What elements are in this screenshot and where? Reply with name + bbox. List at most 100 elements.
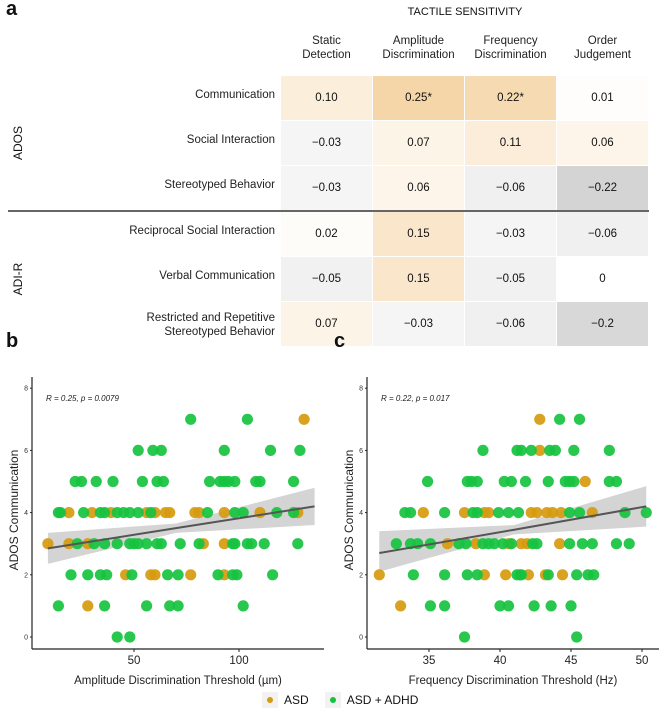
data-point-asd-adhd (439, 569, 451, 581)
data-point-asd-adhd (237, 600, 249, 612)
y-tick-label: 2 (359, 572, 363, 579)
data-point-asd-adhd (407, 569, 419, 581)
row-label: Verbal Communication (159, 269, 275, 282)
data-point-asd-adhd (229, 538, 241, 550)
data-point-asd-adhd (623, 538, 635, 550)
heatmap-cell: 0.15 (373, 257, 464, 301)
data-point-asd-adhd (155, 444, 167, 456)
data-point-asd (579, 475, 591, 488)
data-point-asd-adhd (502, 506, 515, 519)
data-point-asd-adhd (141, 600, 153, 612)
correlation-annotation: R = 0.22, p = 0.017 (381, 394, 450, 403)
y-tick-label: 4 (359, 510, 363, 517)
data-point-asd-adhd (52, 600, 64, 612)
data-point-asd (86, 506, 98, 519)
data-point-asd-adhd (201, 506, 214, 519)
data-point-asd (500, 569, 512, 581)
data-point-asd-adhd (497, 538, 509, 550)
legend-label-asd: ASD (284, 693, 309, 707)
heatmap-cell: −0.03 (373, 302, 464, 346)
heatmap-cell: 0.01 (557, 76, 648, 120)
data-point-asd (531, 506, 543, 519)
data-point-asd-adhd (603, 444, 615, 456)
data-point-asd-adhd (554, 413, 566, 425)
heatmap-title: TACTILE SENSITIVITY (407, 6, 523, 18)
legend-swatch-asd-adhd (324, 692, 341, 708)
data-point-asd-adhd (132, 506, 144, 519)
data-point-asd-adhd (212, 569, 224, 581)
data-point-asd-adhd (492, 506, 505, 519)
data-point-asd-adhd (237, 506, 249, 519)
data-point-asd-adhd (193, 538, 205, 550)
data-point-asd-adhd (515, 569, 527, 581)
column-header: Frequency Discrimination (474, 35, 547, 61)
data-point-asd-adhd (424, 600, 437, 612)
data-point-asd-adhd (162, 569, 174, 581)
data-point-asd-adhd (124, 631, 136, 643)
data-point-asd-adhd (258, 538, 270, 550)
data-point-asd (42, 538, 54, 550)
y-tick-label: 0 (359, 635, 363, 642)
row-label: Stereotyped Behavior (164, 178, 275, 191)
row-label: Communication (195, 88, 275, 101)
data-point-asd-adhd (141, 538, 153, 550)
data-point-asd-adhd (404, 506, 417, 519)
row-label: Restricted and Repetitive Stereotyped Be… (146, 311, 275, 338)
data-point-asd (534, 413, 546, 425)
data-point-asd (193, 506, 205, 519)
data-point-asd-adhd (471, 569, 483, 581)
data-point-asd-adhd (174, 538, 186, 550)
group-divider (8, 210, 649, 212)
data-point-asd-adhd (99, 600, 111, 612)
data-point-asd-adhd (568, 475, 580, 488)
row-label: Social Interaction (186, 133, 275, 146)
column-header: Amplitude Discrimination (382, 35, 455, 61)
data-point-asd-adhd (155, 538, 167, 550)
data-point-asd-adhd (640, 506, 652, 519)
heatmap-cell: −0.2 (557, 302, 648, 346)
data-point-asd-adhd (172, 600, 184, 612)
panel-label-b: b (6, 330, 19, 352)
data-point-asd (483, 506, 495, 519)
data-point-asd (546, 506, 559, 519)
data-point-asd-adhd (124, 506, 136, 519)
data-point-asd-adhd (231, 569, 243, 581)
data-point-asd-adhd (390, 538, 402, 550)
data-point-asd-adhd (573, 506, 586, 519)
data-point-asd-adhd (147, 444, 159, 456)
x-tick-label: 40 (494, 655, 507, 667)
data-point-asd-adhd (126, 569, 138, 581)
data-point-asd-adhd (132, 538, 144, 550)
data-point-asd-adhd (505, 538, 517, 550)
x-axis-title: Amplitude Discrimination Threshold (µm) (74, 675, 282, 687)
heatmap-cell: −0.05 (281, 257, 372, 301)
heatmap-cell: 0.11 (465, 121, 556, 165)
data-point-asd-adhd (439, 600, 451, 612)
data-point-asd-adhd (610, 475, 623, 488)
data-point-asd-adhd (549, 444, 561, 456)
data-point-asd-adhd (505, 475, 517, 488)
x-axis-title: Frequency Discrimination Threshold (Hz) (409, 675, 618, 687)
heatmap-cell: 0.15 (373, 212, 464, 256)
heatmap-cell: 0.07 (281, 302, 372, 346)
data-point-asd-adhd (519, 475, 532, 488)
data-point-asd-adhd (458, 631, 471, 643)
confidence-band (379, 486, 647, 572)
data-point-asd (164, 506, 176, 519)
data-point-asd (218, 538, 230, 550)
data-point-asd-adhd (99, 506, 111, 519)
data-point-asd (298, 413, 310, 425)
x-tick-label: 35 (423, 655, 436, 667)
data-point-asd-adhd (229, 506, 241, 519)
data-point-asd-adhd (241, 413, 253, 425)
data-point-asd-adhd (563, 506, 576, 519)
data-point-asd-adhd (528, 600, 540, 612)
data-point-asd-adhd (218, 444, 230, 456)
data-point-asd (556, 569, 569, 581)
x-tick-label: 50 (128, 655, 141, 667)
data-point-asd-adhd (568, 444, 580, 456)
legend: ASD ASD + ADHD (262, 692, 418, 708)
data-point-asd-adhd (542, 569, 554, 581)
data-point-asd-adhd (512, 506, 525, 519)
data-point-asd-adhd (471, 475, 483, 488)
